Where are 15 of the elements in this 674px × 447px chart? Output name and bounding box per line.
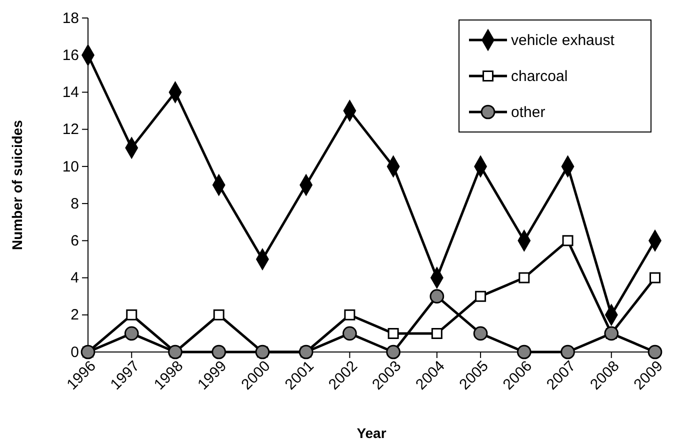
legend-label: charcoal bbox=[511, 68, 568, 85]
legend-label: other bbox=[511, 104, 546, 121]
x-axis-title: Year bbox=[356, 425, 387, 441]
y-tick-label: 14 bbox=[62, 84, 79, 102]
y-tick-label: 12 bbox=[62, 121, 79, 138]
y-tick-label: 10 bbox=[62, 158, 79, 176]
y-tick-label: 6 bbox=[70, 232, 79, 250]
y-tick-label: 2 bbox=[70, 306, 79, 324]
y-axis-title: Number of suicides bbox=[9, 120, 25, 250]
y-tick-label: 8 bbox=[70, 195, 79, 212]
y-tick-label: 16 bbox=[62, 46, 79, 64]
y-tick-label: 18 bbox=[62, 10, 79, 27]
y-tick-label: 4 bbox=[70, 270, 79, 287]
legend-label: vehicle exhaust bbox=[511, 32, 616, 49]
y-tick-label: 0 bbox=[70, 344, 79, 361]
